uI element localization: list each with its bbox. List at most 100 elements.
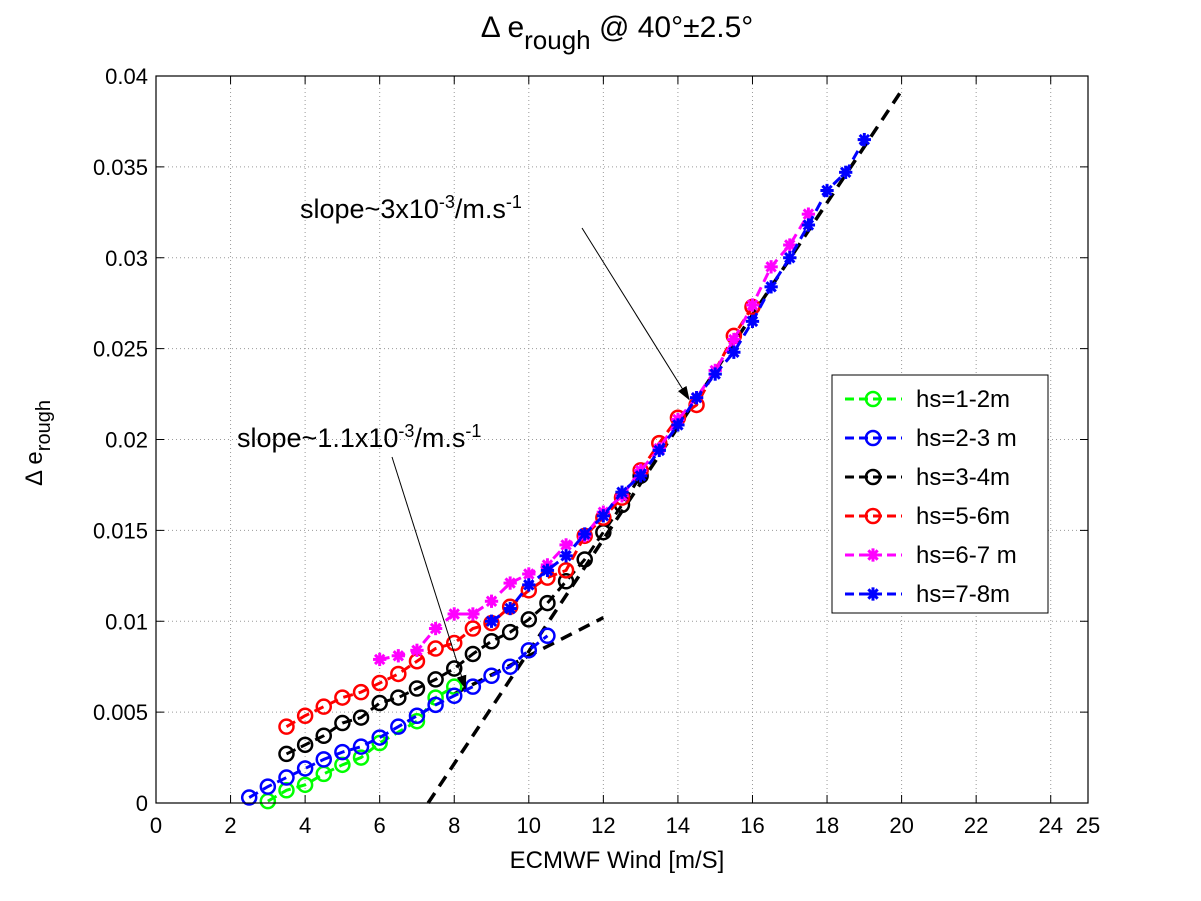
legend-label: hs=3-4m <box>916 464 1010 491</box>
data-point <box>371 694 388 712</box>
x-tick-label: 12 <box>591 813 615 838</box>
x-tick-label: 2 <box>224 813 236 838</box>
data-point <box>278 782 295 799</box>
legend-item: hs=6-7 m <box>845 542 1017 569</box>
data-point <box>352 709 370 726</box>
data-point <box>783 238 797 252</box>
data-point <box>296 736 314 754</box>
legend-label: hs=6-7 m <box>916 542 1017 569</box>
data-point <box>352 683 370 701</box>
star-stroke <box>373 653 386 666</box>
data-point <box>427 696 444 714</box>
data-point <box>727 332 741 347</box>
data-point <box>391 649 405 663</box>
series-group <box>240 132 871 810</box>
y-tick-label: 0.005 <box>93 700 148 725</box>
annotation-arrow <box>391 456 467 690</box>
data-point <box>857 132 871 147</box>
legend-label: hs=5-6m <box>916 503 1010 530</box>
star-stroke <box>672 419 684 431</box>
x-tick-label: 20 <box>889 813 913 838</box>
star-stroke <box>467 608 479 620</box>
data-point <box>559 549 573 563</box>
star-stroke <box>392 650 405 662</box>
data-point <box>864 390 882 408</box>
data-point <box>427 671 444 688</box>
data-point <box>866 548 880 562</box>
y-tick-label: 0.025 <box>93 337 148 362</box>
svg-text:Δ erough: Δ erough <box>21 400 55 486</box>
data-point <box>539 627 556 645</box>
data-point <box>745 314 760 329</box>
x-tick-label: 6 <box>374 813 386 838</box>
star-stroke <box>485 615 498 627</box>
x-tick-label: 16 <box>740 813 764 838</box>
chart-title: Δ erough @ 40°±2.5° <box>481 11 754 55</box>
y-tick-label: 0.015 <box>93 518 148 543</box>
data-point <box>483 632 500 650</box>
star-stroke <box>765 281 777 293</box>
x-tick-label: 24 <box>1038 813 1062 838</box>
x-tick-label: 14 <box>666 813 690 838</box>
data-point <box>801 218 816 232</box>
star-stroke <box>597 510 610 522</box>
data-point <box>866 587 880 601</box>
star-stroke <box>523 579 535 591</box>
data-point <box>427 640 444 657</box>
data-point <box>483 667 500 685</box>
legend-label: hs=1-2m <box>916 386 1010 413</box>
legend-item: hs=5-6m <box>845 503 1010 530</box>
data-point <box>352 738 370 755</box>
data-point <box>578 527 592 541</box>
star-stroke <box>523 568 535 580</box>
data-point <box>864 507 882 525</box>
star-stroke <box>579 528 591 540</box>
legend-item: hs=7-8m <box>845 581 1010 608</box>
data-point <box>671 418 685 432</box>
data-point <box>576 551 593 568</box>
legend-item: hs=2-3 m <box>845 425 1017 452</box>
star-stroke <box>867 549 879 561</box>
data-point <box>334 743 351 761</box>
star-stroke <box>709 368 721 380</box>
legend-label: hs=2-3 m <box>916 425 1017 452</box>
data-point <box>334 689 351 706</box>
data-point <box>520 642 538 659</box>
data-point <box>520 611 538 628</box>
series-line <box>285 475 642 756</box>
star-stroke <box>485 595 498 607</box>
data-point <box>352 749 370 766</box>
y-tick-label: 0 <box>136 791 148 816</box>
data-point <box>501 623 519 641</box>
data-point <box>820 183 834 198</box>
star-stroke <box>560 539 572 551</box>
x-tick-label: 0 <box>150 813 162 838</box>
data-point <box>503 576 517 590</box>
series-hs-7-8m <box>484 132 871 628</box>
star-stroke <box>504 577 516 589</box>
data-point <box>652 443 666 458</box>
data-point <box>864 468 882 486</box>
data-point <box>522 567 536 581</box>
data-point <box>447 607 461 621</box>
star-stroke <box>690 391 703 404</box>
data-point <box>539 594 556 612</box>
x-tick-label: 18 <box>815 813 839 838</box>
y-tick-label: 0.02 <box>105 428 148 453</box>
data-point <box>464 620 482 637</box>
data-point <box>596 509 611 523</box>
data-point <box>557 562 575 579</box>
star-stroke <box>784 252 796 264</box>
star-stroke <box>504 602 516 615</box>
data-point <box>708 367 722 381</box>
star-stroke <box>411 644 423 657</box>
data-point <box>408 680 426 697</box>
data-point <box>864 429 882 447</box>
data-point <box>484 614 499 628</box>
data-point <box>764 280 778 294</box>
data-point <box>390 718 407 735</box>
data-point <box>745 298 760 312</box>
data-point <box>390 689 407 706</box>
legend-item: hs=3-4m <box>845 464 1010 491</box>
